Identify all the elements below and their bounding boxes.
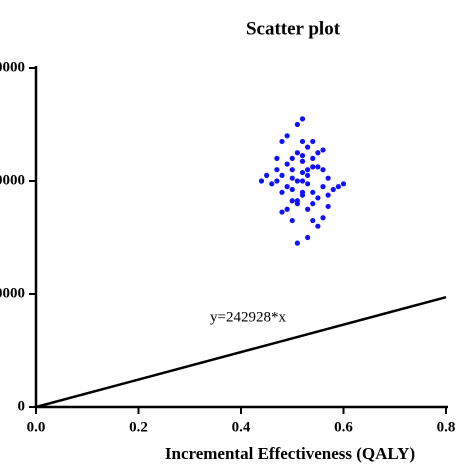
point (315, 223, 321, 229)
point (330, 186, 336, 193)
point (284, 206, 290, 212)
point (299, 158, 306, 164)
point (305, 144, 311, 150)
point (299, 189, 306, 195)
point (320, 184, 326, 190)
point (315, 164, 321, 170)
x-tick-label: 0.6 (334, 419, 353, 435)
point (274, 178, 280, 184)
y-tick-label: 0 (18, 398, 26, 414)
point (284, 133, 290, 139)
x-tick-label: 0.0 (27, 419, 46, 435)
point (325, 203, 331, 210)
point (299, 116, 306, 122)
point (315, 195, 321, 201)
point (294, 150, 300, 156)
x-axis-label: Incremental Effectiveness (QALY) (165, 444, 415, 463)
point (310, 164, 316, 170)
point (305, 181, 311, 187)
x-tick-label: 0.4 (232, 419, 251, 435)
point (320, 147, 326, 153)
chart-title: Scatter plot (246, 18, 341, 39)
point (289, 186, 295, 193)
point (284, 161, 290, 167)
point (289, 175, 295, 181)
point (325, 175, 331, 181)
point (289, 198, 295, 204)
point (274, 155, 280, 161)
point (325, 192, 331, 198)
point (299, 178, 306, 184)
point (320, 215, 326, 221)
x-tick-label: 0.8 (437, 419, 456, 435)
threshold-line (35, 295, 447, 409)
point (258, 178, 265, 184)
point (315, 150, 321, 156)
point (305, 172, 311, 178)
point (305, 167, 311, 173)
point (320, 167, 326, 173)
point (294, 240, 300, 246)
point (279, 138, 285, 145)
point (335, 184, 341, 190)
point (310, 189, 316, 195)
point (289, 155, 295, 161)
point (305, 206, 311, 212)
point (279, 209, 285, 215)
point (289, 167, 295, 173)
point (310, 217, 316, 224)
point (299, 169, 306, 176)
point (269, 181, 275, 187)
point (294, 198, 300, 204)
y-tick-label: 600000 (0, 59, 25, 75)
point (310, 155, 316, 161)
point (264, 172, 270, 178)
point (284, 184, 290, 190)
point (310, 138, 316, 145)
point (294, 178, 300, 184)
x-tick-label: 0.2 (129, 419, 148, 435)
point (279, 189, 285, 195)
point (289, 217, 295, 224)
point (294, 121, 300, 128)
y-tick-label: 200000 (0, 285, 25, 301)
point (310, 201, 316, 207)
point (274, 167, 280, 173)
point (305, 234, 311, 241)
annotation: y=242928*x (210, 309, 286, 325)
point (279, 172, 285, 178)
point (299, 138, 306, 145)
point (299, 152, 306, 159)
point (340, 181, 347, 187)
y-tick-label: 400000 (0, 172, 25, 188)
